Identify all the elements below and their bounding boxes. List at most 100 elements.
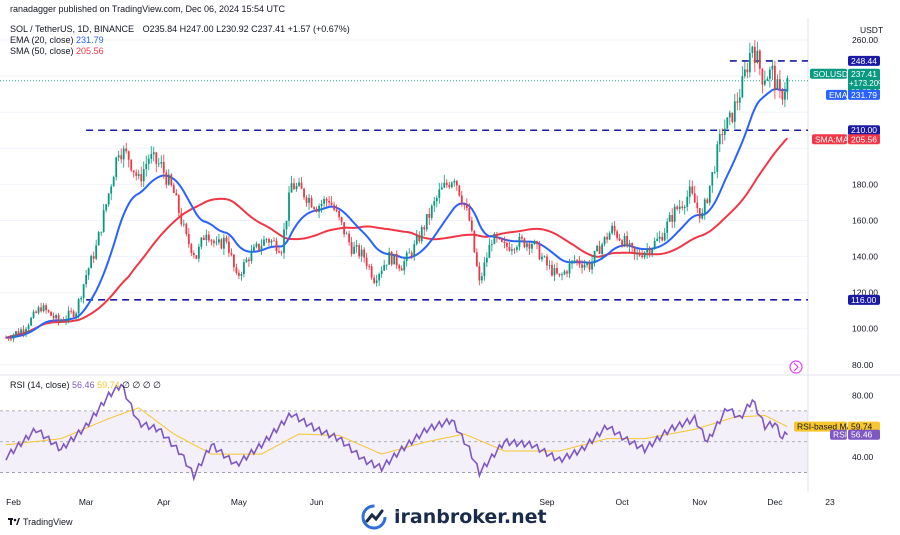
ema-legend[interactable]: EMA (20, close) 231.79 xyxy=(10,35,104,45)
candle-body xyxy=(408,252,411,254)
candle-body xyxy=(132,170,135,173)
rsi-name-tag: RSI xyxy=(833,430,847,440)
candle-body xyxy=(470,220,473,231)
candle-body xyxy=(210,240,213,242)
candle-body xyxy=(581,264,583,268)
candle-body xyxy=(127,151,130,160)
candle-body xyxy=(248,259,250,262)
candle-body xyxy=(217,239,220,243)
candle-body xyxy=(703,199,706,213)
ema-price-tag-bg xyxy=(848,89,880,100)
candle-body xyxy=(713,171,716,173)
candle-body xyxy=(636,252,639,255)
rsi-legend[interactable]: RSI (14, close) 56.46 59.74 ∅ ∅ ∅ ∅ xyxy=(10,380,161,391)
candle-body xyxy=(506,243,508,247)
candle-body xyxy=(763,80,766,85)
horizontal-levels[interactable] xyxy=(86,60,808,301)
candle-body xyxy=(197,246,200,259)
candle-body xyxy=(516,247,518,250)
candle-body xyxy=(323,199,325,204)
candle-body xyxy=(157,163,160,165)
candle-body xyxy=(310,197,313,208)
time-axis-tick-label: Dec xyxy=(767,497,783,507)
candle-body xyxy=(260,245,263,250)
candle-body xyxy=(92,256,95,259)
candle-body xyxy=(621,240,624,246)
candle-body xyxy=(711,172,714,186)
candle-body xyxy=(701,212,704,219)
candle-body xyxy=(107,193,110,205)
candle-body xyxy=(155,152,158,164)
candle-body xyxy=(233,254,235,268)
candle-body xyxy=(576,260,578,261)
candle-body xyxy=(651,248,654,254)
tradingview-brand[interactable]: TradingView xyxy=(8,517,73,527)
candle-body xyxy=(137,174,140,176)
candle-body xyxy=(518,236,521,248)
candle-body xyxy=(200,237,203,247)
candle-body xyxy=(766,78,769,81)
candle-body xyxy=(598,245,601,254)
candle-body xyxy=(663,232,666,241)
candle-body xyxy=(255,243,258,247)
time-axis-tick-label: Oct xyxy=(615,497,629,507)
candle-body xyxy=(468,207,471,221)
candle-body xyxy=(608,233,611,240)
candle-body xyxy=(80,297,83,300)
candle-body xyxy=(243,262,245,275)
candle-body xyxy=(290,183,293,193)
price-tags-layer: USDT 248.44 210.00 116.00 SOLUSDT237.41+173.… xyxy=(794,25,885,440)
candle-body xyxy=(240,274,243,276)
candle-body xyxy=(428,213,431,218)
candle-body xyxy=(716,144,719,172)
candle-body xyxy=(748,52,751,73)
candle-body xyxy=(192,252,195,256)
candle-body xyxy=(410,252,413,256)
candle-body xyxy=(541,256,543,260)
candle-body xyxy=(683,206,686,208)
candle-body xyxy=(596,245,598,252)
candle-body xyxy=(375,280,378,283)
candle-body xyxy=(653,240,656,249)
candle-body xyxy=(688,186,691,197)
level-price-tag-bg xyxy=(848,55,880,66)
candle-body xyxy=(190,244,193,253)
candle-body xyxy=(170,174,173,186)
candle-body xyxy=(112,176,115,187)
candle-body xyxy=(238,272,240,276)
price-axis-tick-label: 120.00 xyxy=(852,288,878,298)
tradingview-brand-label: TradingView xyxy=(23,517,73,527)
candle-body xyxy=(668,214,671,222)
candle-body xyxy=(493,233,496,244)
candle-body xyxy=(440,187,443,190)
candle-body xyxy=(405,252,408,262)
candle-body xyxy=(55,315,57,319)
candle-body xyxy=(32,311,35,318)
candle-body xyxy=(368,266,371,267)
last-price-tag: 237.41 xyxy=(851,69,877,79)
candle-body xyxy=(708,185,711,203)
candle-body xyxy=(776,79,779,90)
candle-body xyxy=(626,235,629,247)
level-price-tag: 116.00 xyxy=(851,295,877,305)
candle-body xyxy=(583,264,586,268)
candle-body xyxy=(122,148,125,160)
candle-body xyxy=(606,236,608,240)
candle-body xyxy=(263,239,265,246)
ema-name-tag: EMA xyxy=(829,90,848,100)
candle-body xyxy=(556,268,558,274)
candle-body xyxy=(278,251,280,253)
candle-body xyxy=(511,249,513,251)
candle-body xyxy=(488,244,491,258)
candle-body xyxy=(415,235,418,245)
candle-body xyxy=(333,204,335,210)
rsi-axis-tick-label: 80.00 xyxy=(852,390,874,400)
currency-label: USDT xyxy=(860,25,883,35)
rsi-layer xyxy=(5,383,788,482)
ema-legend-value: 231.79 xyxy=(76,35,104,45)
sma-legend[interactable]: SMA (50, close) 205.56 xyxy=(10,46,104,56)
candle-body xyxy=(350,242,353,254)
candle-body xyxy=(601,244,603,254)
candle-body xyxy=(566,271,568,274)
